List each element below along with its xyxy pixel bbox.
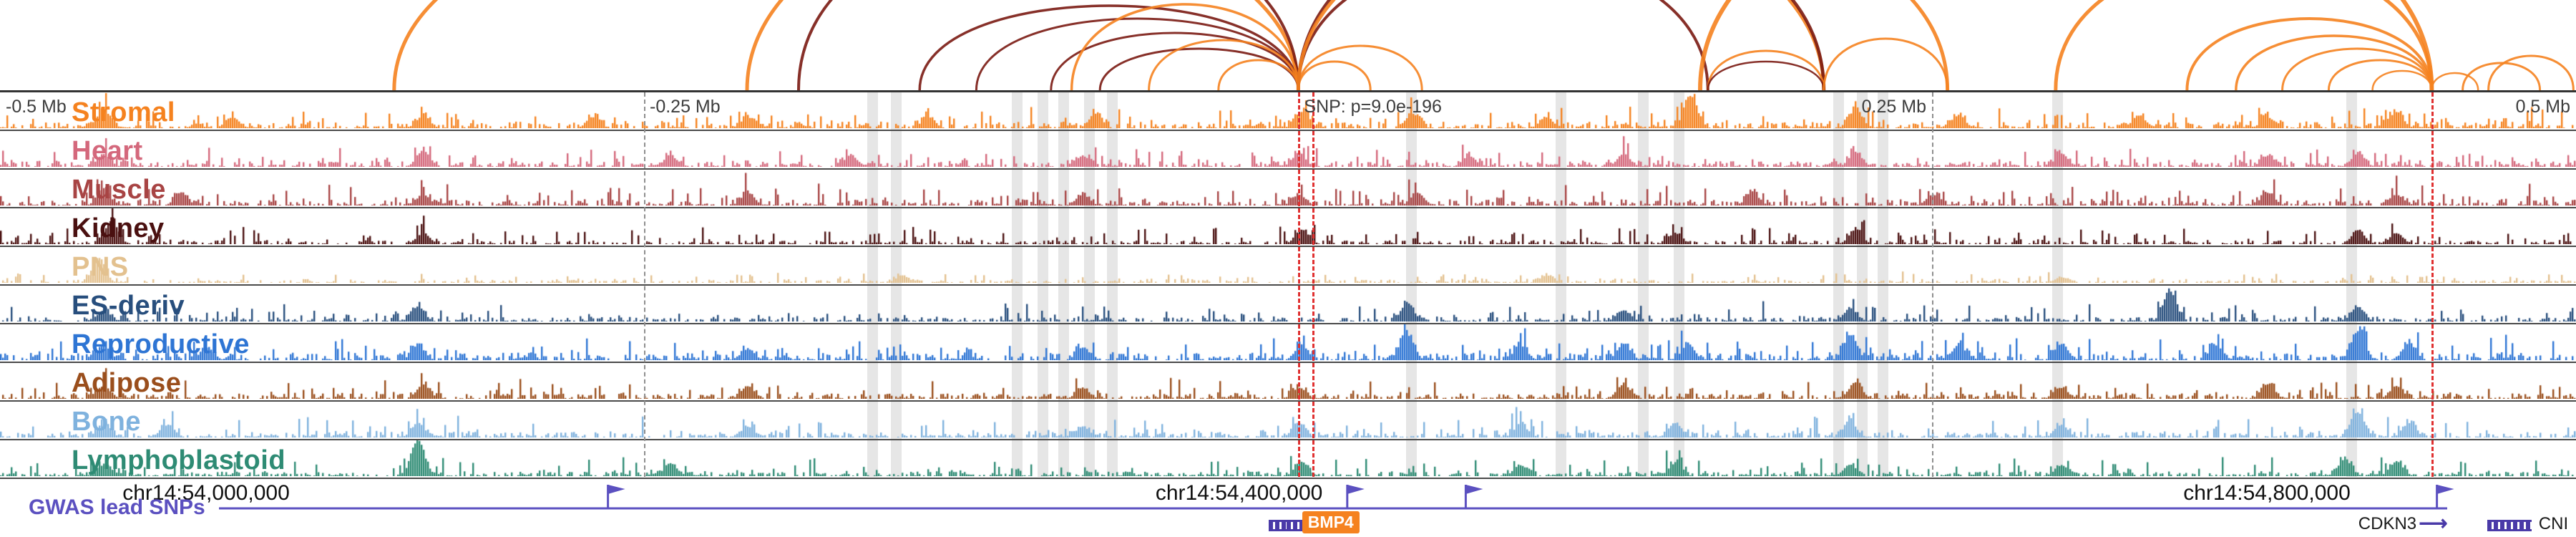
interaction-arc <box>1050 32 1299 91</box>
track-row-pns: PNS <box>0 247 2576 286</box>
interaction-arc <box>392 0 1300 91</box>
interaction-arc <box>2281 47 2433 91</box>
interaction-arc <box>1707 49 1825 91</box>
track-label: Lymphoblastoid <box>72 445 286 475</box>
lead-snp-guide-line <box>1312 92 1315 477</box>
track-row-reproductive: Reproductive <box>0 324 2576 363</box>
scale-labels: -0.5 Mb -0.25 Mb SNP: p=9.0e-196 0.25 Mb 0.5… <box>0 92 2576 477</box>
gwas-lead-snp-track <box>219 485 2454 510</box>
gene-annotations: ⟶ BMP4 CDKN3 CNI <box>0 511 2576 537</box>
interaction-arc <box>2487 54 2575 91</box>
track-label: ES-deriv <box>72 291 185 321</box>
interaction-arc <box>745 0 1826 91</box>
track-label: Stromal <box>72 97 175 127</box>
signal-lymphoblastoid <box>0 440 2576 476</box>
signal-es-deriv <box>0 286 2576 321</box>
distance-tick-label: -0.5 Mb <box>6 97 67 117</box>
track-label: PNS <box>72 252 129 282</box>
signal-kidney <box>0 208 2576 244</box>
distance-tick-label: -0.25 Mb <box>650 97 721 117</box>
interaction-arc <box>1098 47 1299 91</box>
track-label: Bone <box>72 407 141 437</box>
chromatin-interaction-arcs <box>392 0 2575 91</box>
interaction-arc <box>2431 72 2479 91</box>
snp-pvalue-label: SNP: p=9.0e-196 <box>1304 97 1442 117</box>
interaction-arc <box>2371 69 2433 91</box>
interaction-arc <box>1217 59 1299 91</box>
signal-muscle <box>0 170 2576 205</box>
interaction-arc <box>797 0 1300 91</box>
signal-pns <box>0 247 2576 283</box>
track-row-heart: Heart <box>0 131 2576 170</box>
distance-tick-label: 0.5 Mb <box>2515 97 2570 117</box>
distance-guide-line <box>1932 92 1933 477</box>
coordinate-label: chr14:54,000,000 <box>122 481 290 505</box>
signal-adipose <box>0 363 2576 399</box>
interaction-arc <box>2235 34 2434 91</box>
track-row-muscle: Muscle <box>0 170 2576 208</box>
lead-snp-flag-icon <box>1465 485 1483 494</box>
track-row-stromal: Stromal <box>0 92 2576 131</box>
interaction-arc <box>2185 17 2434 91</box>
lead-snp-flag-icon <box>1347 485 1365 494</box>
interaction-arc <box>2462 62 2542 91</box>
track-label: Heart <box>72 136 143 166</box>
signal-heart <box>0 131 2576 167</box>
lead-snp-flag-icon <box>2436 485 2454 494</box>
signal-reproductive <box>0 324 2576 360</box>
coordinate-label: chr14:54,400,000 <box>1155 481 1323 505</box>
guide-lines <box>0 92 2576 477</box>
lead-snp-guide-line <box>2431 92 2434 477</box>
track-row-adipose: Adipose <box>0 363 2576 402</box>
track-label: Kidney <box>72 213 165 243</box>
coordinate-label: chr14:54,800,000 <box>2183 481 2351 505</box>
track-row-kidney: Kidney <box>0 208 2576 247</box>
interaction-arc <box>1297 0 1709 91</box>
gene-exon-glyph <box>2487 520 2532 531</box>
interaction-arc <box>2327 59 2433 91</box>
interaction-arc <box>1707 60 1825 91</box>
interaction-arc <box>1297 44 1423 91</box>
interaction-arc <box>1148 39 1299 91</box>
gene-exon-glyph <box>1269 520 1289 531</box>
gene-direction-arrow-icon: ⟶ <box>2419 512 2448 534</box>
interaction-arc <box>1070 3 1300 91</box>
interaction-arc <box>1296 0 1950 91</box>
lead-snp-guide-line <box>1298 92 1301 477</box>
lead-snp-flag-icon <box>608 485 625 494</box>
track-row-lymphoblastoid: Lymphoblastoid <box>0 440 2576 479</box>
track-label: Reproductive <box>72 329 250 359</box>
interaction-arc <box>1823 37 1949 91</box>
interaction-arc <box>918 4 1300 91</box>
track-row-es-deriv: ES-deriv <box>0 286 2576 324</box>
signal-stromal <box>0 92 2576 128</box>
track-area: Stromal Heart Muscle Kidney PNS ES-deriv Repro… <box>0 90 2576 479</box>
gwas-track-label: GWAS lead SNPs <box>29 495 205 519</box>
interaction-arc <box>1297 0 1826 91</box>
signal-bone <box>0 402 2576 437</box>
gene-label-bmp4: BMP4 <box>1302 511 1360 533</box>
track-label: Adipose <box>72 368 182 398</box>
gene-label-cni: CNI <box>2538 514 2569 533</box>
distance-guide-line <box>644 92 645 477</box>
signal-tracks: Stromal Heart Muscle Kidney PNS ES-deriv Repro… <box>0 92 2576 479</box>
interaction-arc <box>1297 60 1372 91</box>
track-label: Muscle <box>72 175 166 205</box>
interaction-arc <box>2054 0 2434 91</box>
gene-label-cdkn3: CDKN3 <box>2358 514 2417 533</box>
track-row-bone: Bone <box>0 402 2576 440</box>
distance-tick-label: 0.25 Mb <box>1861 97 1926 117</box>
